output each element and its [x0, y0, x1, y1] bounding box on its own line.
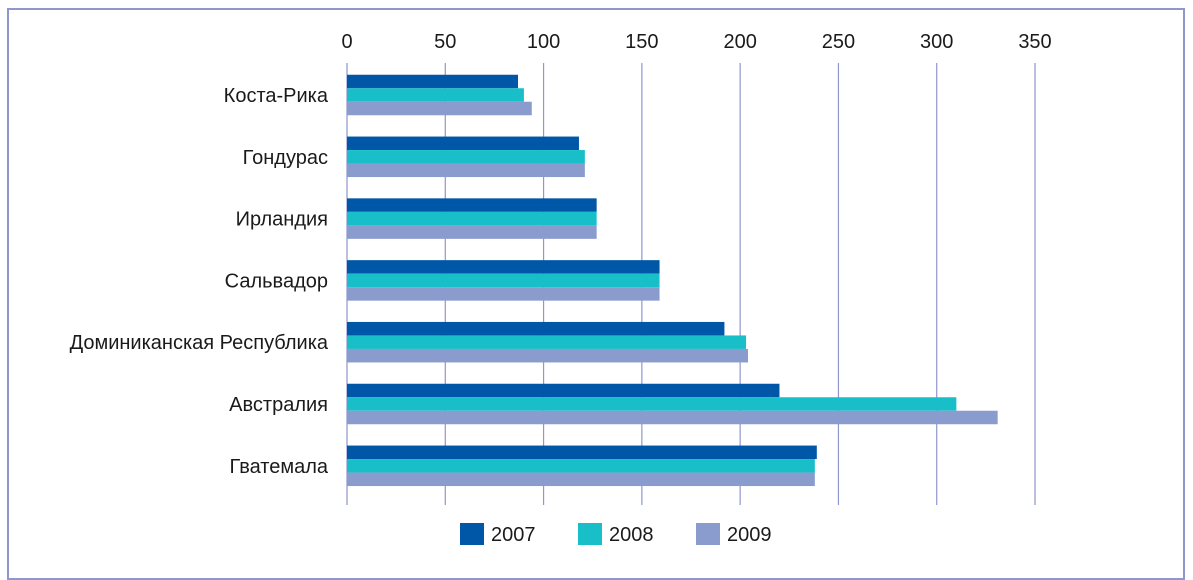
x-tick-label-350: 350 [1018, 31, 1051, 53]
bar-2009 [347, 163, 585, 178]
x-tick-label-250: 250 [822, 31, 855, 53]
x-tick-label-150: 150 [625, 31, 658, 53]
x-tick-label-200: 200 [723, 31, 756, 53]
legend-swatch-2007 [460, 523, 484, 545]
bar-2008 [347, 397, 957, 411]
category-labels: Коста-Рика Гондурас Ирландия Сальвадор Домин… [70, 85, 329, 478]
bar-2007 [347, 321, 725, 336]
bar-2009 [347, 472, 815, 487]
category-label: Доминиканская Республика [70, 332, 329, 354]
bar-2008 [347, 150, 585, 164]
category-label: Ирландия [236, 209, 328, 231]
legend: 2007 2008 2009 [460, 523, 772, 546]
category-label: Гондурас [243, 147, 328, 169]
x-tick-label-50: 50 [434, 31, 456, 53]
bar-2008 [347, 273, 660, 288]
legend-swatch-2008 [578, 523, 602, 545]
legend-swatch-2009 [696, 523, 720, 545]
bar-2009 [347, 410, 998, 425]
bar-2007 [347, 198, 597, 212]
bars [347, 74, 998, 487]
legend-label-2008: 2008 [609, 524, 654, 546]
legend-label-2009: 2009 [727, 524, 772, 546]
bar-2007 [347, 383, 780, 398]
bar-2007 [347, 445, 817, 460]
bar-2007 [347, 74, 519, 89]
bar-2009 [347, 348, 749, 363]
x-axis-ticks: 0 50 100 150 200 250 300 350 [341, 31, 1051, 53]
bar-2008 [347, 211, 597, 226]
bar-2007 [347, 260, 660, 274]
x-tick-label-300: 300 [920, 31, 953, 53]
bar-2009 [347, 225, 597, 239]
bar-2008 [347, 459, 815, 473]
x-tick-label-0: 0 [341, 31, 352, 53]
category-label: Гватемала [229, 456, 328, 478]
bar-2009 [347, 287, 660, 301]
gridlines [346, 63, 1036, 505]
chart-frame-border [7, 8, 1185, 580]
bar-2007 [347, 136, 579, 151]
bar-2008 [347, 335, 747, 349]
x-tick-label-100: 100 [527, 31, 560, 53]
bar-2008 [347, 88, 524, 102]
legend-label-2007: 2007 [491, 524, 536, 546]
category-label: Коста-Рика [224, 85, 329, 107]
category-label: Сальвадор [225, 270, 328, 292]
bar-2009 [347, 101, 532, 116]
category-label: Австралия [229, 394, 328, 416]
